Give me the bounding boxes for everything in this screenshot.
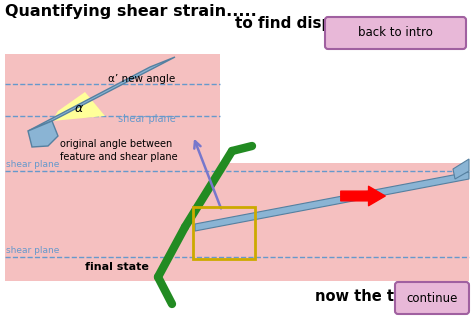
- FancyBboxPatch shape: [325, 17, 466, 49]
- Polygon shape: [28, 121, 58, 147]
- FancyBboxPatch shape: [395, 282, 469, 314]
- Text: continue: continue: [406, 291, 458, 305]
- FancyBboxPatch shape: [5, 54, 220, 174]
- Text: to find displacement: to find displacement: [235, 16, 412, 31]
- Polygon shape: [52, 92, 105, 121]
- Text: Quantifying shear strain.....: Quantifying shear strain.....: [5, 4, 257, 19]
- FancyArrowPatch shape: [341, 186, 385, 206]
- Text: now the trig!: now the trig!: [315, 289, 423, 303]
- Text: original angle between
feature and shear plane: original angle between feature and shear…: [60, 139, 178, 162]
- Text: shear plane: shear plane: [118, 114, 176, 124]
- Polygon shape: [28, 57, 175, 131]
- Bar: [193, 207, 255, 259]
- Polygon shape: [453, 159, 469, 179]
- Text: back to intro: back to intro: [357, 27, 432, 39]
- Text: shear plane: shear plane: [6, 160, 59, 169]
- FancyBboxPatch shape: [5, 163, 469, 281]
- Polygon shape: [195, 172, 469, 231]
- Text: final state: final state: [85, 262, 149, 272]
- Text: α: α: [75, 102, 83, 114]
- Text: shear plane: shear plane: [6, 246, 59, 255]
- FancyArrowPatch shape: [194, 141, 221, 208]
- Text: α’ new angle: α’ new angle: [108, 74, 175, 84]
